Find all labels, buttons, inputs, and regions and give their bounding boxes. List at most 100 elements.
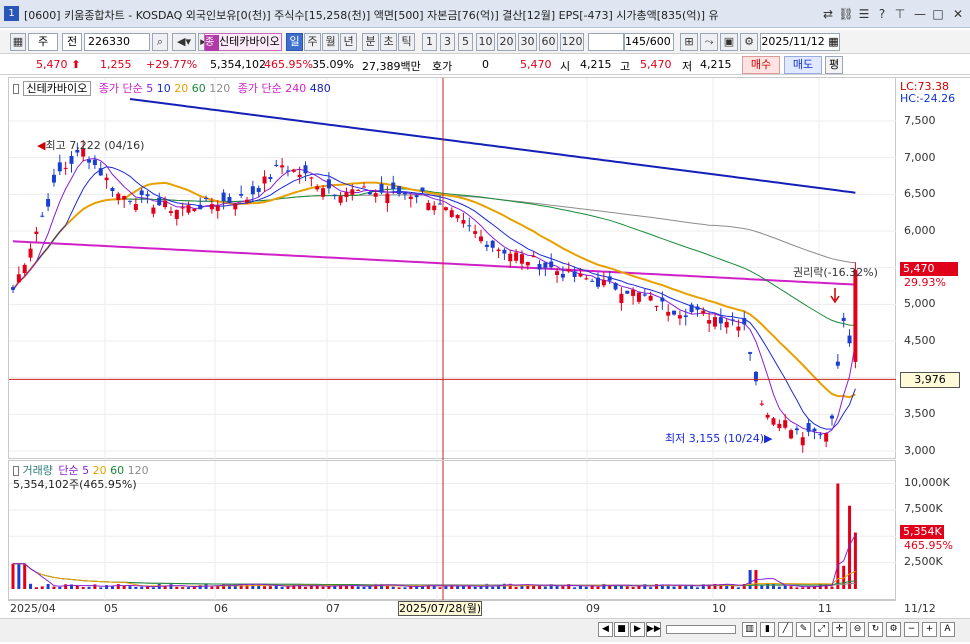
list-icon[interactable]: ☰ [858,7,870,21]
volume-bar [678,585,682,589]
hoga-label: 호가 [432,60,453,73]
volume-bar [491,586,495,589]
volume-bar [374,583,378,589]
scroll-left-button[interactable]: ◀ [598,622,613,637]
price-tick-label: 6,000 [904,224,936,237]
compare-icon[interactable]: ⤳ [700,33,718,51]
tf-week-button[interactable]: 주 [304,33,321,51]
interval-button[interactable]: 5 [458,33,473,51]
stock-code-input[interactable]: 226330 [84,33,150,51]
candle-body [397,186,402,194]
date-tick-label: 07 [326,602,340,615]
title-bar: 1 [0600] 키움종합차트 - KOSDAQ 외국인보유[0(천)] 주식수… [0,0,970,28]
candle-body [449,210,454,217]
scroll-track[interactable] [666,625,736,634]
candle-body [280,165,285,168]
play-button[interactable]: ▶ [630,622,645,637]
interval-button[interactable]: 3 [440,33,455,51]
chart-type-icon[interactable]: ▥ [742,622,757,637]
hoga-price: 5,470 [520,58,552,71]
ma-10-label: 10 [156,82,171,95]
tf-tick-button[interactable]: 틱 [398,33,415,51]
tf-day-button[interactable]: 일 [286,33,303,51]
tf-year-button[interactable]: 년 [340,33,357,51]
help-icon[interactable]: ? [878,7,886,21]
volume-bar [122,585,126,589]
pan-icon[interactable]: ⤢ [814,622,829,637]
speaker-icon[interactable]: ◀▾ [172,33,196,51]
tf-month-button[interactable]: 월 [322,33,339,51]
reset-icon[interactable]: ↻ [868,622,883,637]
price-legend: 신테카바이오 종가 단순 5 10 20 60 120 종가 단순 240 48… [13,80,331,96]
interval-button[interactable]: 120 [560,33,584,51]
date-tick-label: 06 [214,602,228,615]
stock-name-box[interactable]: 신테카바이오 [22,81,92,96]
zoom-in-button[interactable]: + [922,622,937,637]
candle-body [344,192,349,198]
price-change: 1,255 [100,58,132,71]
volume-bar [128,586,132,589]
link-icon[interactable]: ⛓ [838,7,854,21]
line-icon[interactable]: ╱ [778,622,793,637]
settings-icon[interactable]: ⚙ [740,33,758,51]
stock-code-value: 226330 [88,35,130,48]
stop-button[interactable]: ■ [614,622,629,637]
candle-body [549,261,554,268]
candle-body [812,428,817,432]
volume-chart-pane[interactable]: 거래량 단순 5 20 60 120 5,354,102주(465.95%) [8,460,897,601]
chart-scrollbar[interactable]: ◀ ■ ▶ ▶▶ ▥ ▮ ╱ ✎ ⤢ ✛ ⊖ ↻ ⚙ − + A [0,618,970,642]
candle-icon[interactable]: ▮ [760,622,775,637]
tf-min-button[interactable]: 분 [362,33,379,51]
interval-button[interactable]: 30 [518,33,537,51]
buy-button[interactable]: 매수 [742,56,780,74]
volume-bar [783,585,787,589]
interval-button[interactable]: 1 [422,33,437,51]
zoom-out-button[interactable]: − [904,622,919,637]
font-size-button[interactable]: A [940,622,955,637]
tf-sec-button[interactable]: 초 [380,33,397,51]
field-select[interactable]: 전 [62,33,82,51]
candle-body [385,193,390,204]
volume-bar [40,586,44,589]
crosshair-icon[interactable]: ✛ [832,622,847,637]
candle-body [496,249,501,252]
save-icon[interactable]: ▣ [720,33,738,51]
stock-name-field[interactable]: 종 신테카바이오 [204,33,282,51]
high-annotation: ◀최고 7,222 (04/16) [37,137,144,153]
price-tick-label: 3,500 [904,407,936,421]
count-field[interactable]: 145/600 [624,33,674,51]
date-tick-label: 05 [104,602,118,615]
candle-body [367,191,372,195]
volume-ma-prefix: 단순 [58,464,79,477]
interval-button[interactable]: 20 [497,33,516,51]
date-input[interactable]: 2025/11/12 ▦ [760,33,840,51]
candle-body [209,204,214,210]
volume-last-pct: 465.95% [904,539,953,552]
eval-button[interactable]: 평 [825,56,843,74]
play-end-button[interactable]: ▶▶ [646,622,661,637]
candle-body [625,290,630,294]
candle-body [379,183,384,193]
price-tick-label: 7,500 [904,114,936,127]
tile-icon[interactable]: ⊤ [894,7,906,21]
close-icon[interactable]: ✕ [952,7,964,21]
settings-small-icon[interactable]: ⚙ [886,622,901,637]
sell-button[interactable]: 매도 [784,56,822,74]
magnet-icon[interactable]: ⊖ [850,622,865,637]
grid-icon[interactable]: ▦ [10,33,26,51]
candle-body [163,200,168,208]
price-chart-pane[interactable]: 신테카바이오 종가 단순 5 10 20 60 120 종가 단순 240 48… [8,77,897,460]
maximize-icon[interactable]: □ [932,7,944,21]
candle-body [461,220,466,224]
zoom-icon[interactable]: ⊞ [680,33,698,51]
pin-icon[interactable]: ⇄ [822,7,834,21]
candle-body [104,177,109,181]
interval-button[interactable]: 10 [476,33,495,51]
custom-interval-input[interactable] [588,33,624,51]
period-select[interactable]: 주 [28,33,58,51]
candle-body [718,317,723,324]
draw-icon[interactable]: ✎ [796,622,811,637]
minimize-icon[interactable]: — [914,7,926,21]
search-icon[interactable]: ⌕ [152,33,168,51]
interval-button[interactable]: 60 [539,33,558,51]
